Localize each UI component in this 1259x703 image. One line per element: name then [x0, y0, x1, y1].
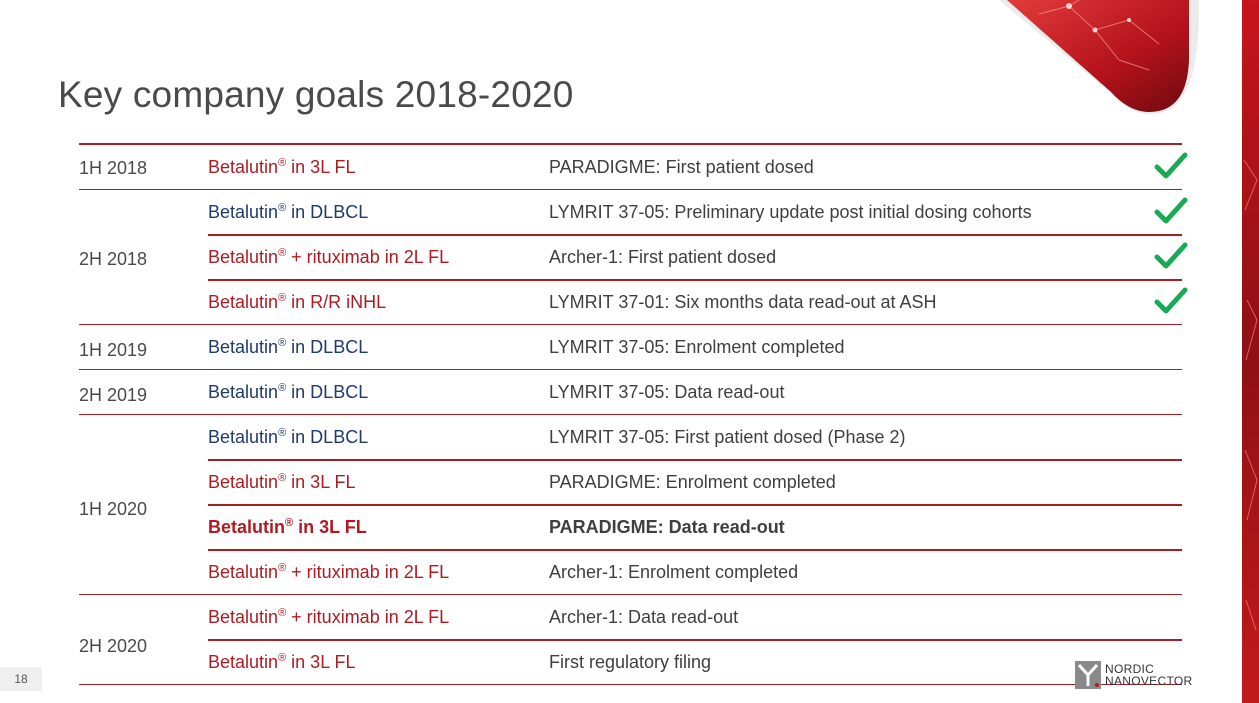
product-name: Betalutin	[208, 517, 286, 537]
table-row: Betalutin® in 3L FL PARADIGME: First pati…	[79, 145, 1188, 192]
product-cell: Betalutin® + rituximab in 2L FL	[208, 550, 449, 597]
product-indication: in R/R iNHL	[286, 292, 387, 312]
registered-mark: ®	[278, 427, 287, 439]
logo-mark-icon	[1075, 661, 1101, 689]
table-row: Betalutin® + rituximab in 2L FL Archer-1:…	[79, 595, 1182, 642]
product-cell: Betalutin® + rituximab in 2L FL	[208, 595, 449, 642]
registered-mark: ®	[278, 292, 287, 304]
product-indication: + rituximab in 2L FL	[286, 607, 450, 627]
table-row: Betalutin® in DLBCL LYMRIT 37-05: Prelimi…	[79, 190, 1188, 237]
row-divider	[208, 504, 1182, 506]
registered-mark: ®	[278, 382, 287, 394]
period-label: 1H 2018	[79, 157, 148, 178]
milestone-cell: LYMRIT 37-05: Data read-out	[549, 382, 785, 402]
product-cell: Betalutin® in 3L FL	[208, 145, 356, 192]
milestone-cell: First regulatory filing	[549, 652, 712, 672]
product-indication: in 3L FL	[286, 652, 356, 672]
product-cell: Betalutin® + rituximab in 2L FL	[208, 235, 449, 282]
period-label: 2H 2019	[79, 385, 148, 406]
period-label: 2H 2020	[79, 635, 148, 656]
product-name: Betalutin	[208, 382, 279, 402]
table-top-rule	[79, 143, 1182, 145]
product-cell: Betalutin® in DLBCL	[208, 415, 368, 462]
product-indication: + rituximab in 2L FL	[286, 247, 450, 267]
table-row: Betalutin® in 3L FL First regulatory fili…	[79, 640, 1182, 685]
registered-mark: ®	[285, 517, 294, 529]
checkmark-icon	[1154, 242, 1188, 269]
milestone-cell: Archer-1: First patient dosed	[549, 247, 777, 267]
row-divider	[208, 549, 1182, 551]
checkmark-icon	[1154, 287, 1188, 314]
table-row: Betalutin® in DLBCL LYMRIT 37-05: First p…	[79, 415, 1182, 462]
product-name: Betalutin	[208, 337, 279, 357]
slide-title: Key company goals 2018-2020	[58, 74, 574, 115]
registered-mark: ®	[278, 202, 287, 214]
product-indication: in DLBCL	[286, 382, 369, 402]
registered-mark: ®	[278, 607, 287, 619]
table-row: Betalutin® in DLBCL LYMRIT 37-05: Data re…	[79, 370, 1182, 415]
product-indication: in 3L FL	[286, 157, 356, 177]
registered-mark: ®	[278, 337, 287, 349]
logo-text-line2: NANOVECTOR	[1105, 674, 1193, 688]
product-cell: Betalutin® in DLBCL	[208, 370, 368, 417]
logo-text: NORDIC NANOVECTOR	[1105, 663, 1192, 687]
decorative-corner-graphic	[999, 0, 1259, 703]
product-indication: in DLBCL	[286, 202, 369, 222]
product-indication: in DLBCL	[286, 427, 369, 447]
table-row: Betalutin® in R/R iNHL LYMRIT 37-01: Six …	[79, 280, 1188, 327]
product-cell: Betalutin® in 3L FL	[208, 460, 356, 507]
milestone-cell: LYMRIT 37-05: First patient dosed (Phase…	[549, 427, 906, 447]
product-cell: Betalutin® in DLBCL	[208, 325, 368, 372]
product-name: Betalutin	[208, 427, 279, 447]
milestone-cell: LYMRIT 37-05: Preliminary update post in…	[549, 202, 1032, 222]
table-rows: Betalutin® in 3L FL PARADIGME: First pati…	[79, 145, 1188, 685]
registered-mark: ®	[278, 652, 287, 664]
product-cell: Betalutin® in 3L FL	[208, 640, 356, 687]
logo-text-line1: NORDIC	[1105, 662, 1155, 676]
registered-mark: ®	[278, 157, 287, 169]
period-label: 1H 2020	[79, 499, 148, 519]
product-name: Betalutin	[208, 472, 279, 492]
table-row: Betalutin® in 3L FL PARADIGME: Enrolment …	[79, 460, 1182, 507]
registered-mark: ®	[278, 472, 287, 484]
product-indication: in 3L FL	[286, 472, 356, 492]
goals-table: Betalutin® in 3L FL PARADIGME: First pati…	[79, 143, 1188, 685]
period-label: 2H 2018	[79, 248, 148, 269]
milestone-cell: LYMRIT 37-05: Enrolment completed	[549, 337, 845, 357]
product-name: Betalutin	[208, 652, 279, 672]
table-row: Betalutin® + rituximab in 2L FL Archer-1:…	[79, 235, 1188, 282]
milestone-cell: PARADIGME: Data read-out	[549, 517, 785, 537]
milestone-cell: PARADIGME: First patient dosed	[549, 157, 814, 177]
product-indication: + rituximab in 2L FL	[286, 562, 450, 582]
product-name: Betalutin	[208, 562, 279, 582]
product-name: Betalutin	[208, 247, 279, 267]
table-row: Betalutin® + rituximab in 2L FL Archer-1:…	[79, 550, 1182, 595]
table-row: Betalutin® in 3L FL PARADIGME: Data read-…	[79, 505, 1182, 552]
checkmark-icon	[1154, 152, 1188, 179]
row-divider	[208, 234, 1182, 236]
registered-mark: ®	[278, 247, 287, 259]
table-row: Betalutin® in DLBCL LYMRIT 37-05: Enrolme…	[79, 325, 1182, 370]
milestone-cell: LYMRIT 37-01: Six months data read-out a…	[549, 292, 937, 312]
row-divider	[208, 639, 1182, 641]
product-indication: in DLBCL	[286, 337, 369, 357]
milestone-cell: PARADIGME: Enrolment completed	[549, 472, 836, 492]
product-cell: Betalutin® in R/R iNHL	[208, 280, 386, 327]
product-name: Betalutin	[208, 157, 279, 177]
product-cell: Betalutin® in 3L FL	[208, 505, 367, 552]
milestone-cell: Archer-1: Data read-out	[549, 607, 739, 627]
product-indication: in 3L FL	[293, 517, 367, 537]
checkmark-icon	[1154, 197, 1188, 224]
period-label: 1H 2019	[79, 339, 148, 360]
registered-mark: ®	[278, 562, 287, 574]
row-divider	[208, 459, 1182, 461]
milestone-cell: Archer-1: Enrolment completed	[549, 562, 799, 582]
page-number: 18	[0, 667, 42, 691]
product-cell: Betalutin® in DLBCL	[208, 190, 368, 237]
product-name: Betalutin	[208, 202, 279, 222]
product-name: Betalutin	[208, 292, 279, 312]
product-name: Betalutin	[208, 607, 279, 627]
row-divider	[208, 279, 1182, 281]
